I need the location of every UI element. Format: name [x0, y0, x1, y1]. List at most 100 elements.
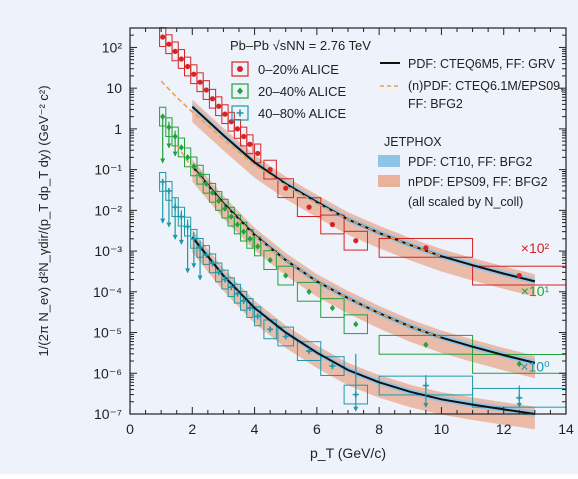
y-tick-label: 10⁻² — [94, 202, 122, 218]
upper-limit-arrowhead — [166, 143, 172, 149]
pdf-curve — [191, 236, 536, 415]
legend-data-label: 0–20% ALICE — [258, 62, 339, 77]
data-point — [228, 284, 235, 291]
data-point — [178, 144, 184, 151]
data-point — [215, 269, 222, 276]
scale-label: ×10¹ — [521, 283, 550, 299]
systematic-box — [320, 356, 345, 376]
systematic-box — [320, 298, 345, 318]
y-tick-label: 10 — [106, 80, 122, 96]
data-point — [209, 260, 216, 267]
scale-label: ×10⁰ — [520, 359, 550, 375]
y-tick-label: 10⁻³ — [94, 243, 122, 259]
systematic-box — [320, 214, 345, 235]
data-point — [197, 171, 203, 178]
data-point — [255, 243, 261, 250]
theory-bands — [192, 99, 535, 430]
legend-marker-box — [231, 105, 249, 121]
data-point — [267, 167, 273, 173]
legend-marker — [237, 66, 243, 72]
legend-marker — [237, 87, 243, 95]
data-point — [306, 288, 312, 296]
axes: 0 2 4 6 8 10 12 14 10² 10 1 10⁻¹ 10⁻² 10⁻³ 10⁻⁴ 10⁻⁵ 10⁻… — [36, 27, 574, 461]
data-point — [247, 235, 253, 243]
npdf-band — [192, 99, 535, 297]
data-point — [283, 185, 289, 191]
data-point — [267, 256, 273, 264]
upper-limit-arrowhead — [353, 406, 359, 412]
system-label: Pb–Pb √sNN = 2.76 TeV — [230, 38, 371, 53]
x-tick-label: 8 — [375, 421, 383, 437]
data-point — [222, 205, 228, 212]
legend-marker-box — [231, 61, 249, 77]
x-tick-label: 2 — [188, 421, 196, 437]
legend-band-ct10 — [378, 155, 400, 167]
systematic-box — [277, 265, 294, 286]
systematic-box — [378, 334, 474, 355]
y-tick-label: 10⁻⁵ — [93, 325, 122, 341]
data-point — [241, 133, 247, 140]
data-point — [282, 333, 289, 340]
systematic-box — [246, 134, 254, 155]
systematic-box — [246, 298, 254, 318]
legend-theory-label: FF: BFG2 — [408, 97, 463, 111]
systematic-box — [254, 143, 262, 164]
data-point — [228, 213, 234, 220]
data-point — [240, 297, 247, 304]
data-point — [254, 313, 261, 320]
data-point — [516, 360, 522, 368]
upper-limit-arrowhead — [197, 275, 203, 281]
x-tick-label: 6 — [313, 421, 321, 437]
data-point — [185, 154, 191, 161]
x-axis-label: p_T (GeV/c) — [310, 445, 386, 461]
systematic-box — [378, 237, 474, 258]
data-point — [234, 126, 241, 132]
jetphox-label: JETPHOX — [384, 135, 442, 149]
upper-limit-arrowhead — [191, 263, 197, 269]
systematic-box — [263, 250, 277, 271]
data-point — [423, 245, 429, 251]
systematic-box — [296, 341, 322, 361]
x-tick-label: 14 — [558, 421, 574, 437]
data-point — [353, 321, 359, 328]
data-point — [241, 228, 247, 235]
data-points — [159, 34, 523, 412]
systematic-box — [254, 306, 262, 327]
data-point — [160, 113, 166, 120]
data-point — [203, 87, 209, 93]
data-point — [185, 63, 191, 70]
npdf-dashed-curve — [176, 144, 442, 339]
legend-theory-label: (n)PDF: CTEQ6.1M/EPS09, — [408, 79, 564, 93]
y-tick-label: 10⁻⁴ — [93, 284, 122, 300]
upper-limit-arrowhead — [185, 268, 191, 274]
data-point — [516, 273, 522, 279]
data-point — [166, 41, 172, 47]
ct10-band — [192, 103, 535, 285]
systematic-box — [343, 230, 368, 251]
data-point — [247, 141, 253, 147]
data-point — [172, 48, 178, 54]
x-tick-label: 0 — [126, 421, 134, 437]
data-point — [209, 96, 216, 102]
systematic-box — [343, 314, 368, 335]
y-tick-label: 10⁻⁷ — [94, 406, 122, 422]
upper-limit-arrowhead — [172, 151, 178, 157]
data-point — [191, 71, 197, 77]
upper-limit-arrowhead — [516, 402, 522, 408]
legend-data-label: 40–80% ALICE — [258, 106, 347, 121]
annotations: ×10² ×10¹ ×10⁰ — [520, 240, 550, 375]
y-tick-label: 10² — [102, 39, 123, 55]
data-point — [234, 221, 241, 228]
legend-band-npdf — [378, 175, 400, 187]
npdf-dashed-curve — [160, 80, 442, 257]
data-point — [267, 326, 274, 333]
upper-limit-arrowhead — [166, 222, 172, 228]
data-point — [197, 79, 203, 85]
data-point — [222, 111, 228, 117]
data-point — [246, 305, 253, 312]
data-point — [216, 103, 222, 109]
data-point — [221, 276, 228, 283]
legend-marker-box — [231, 83, 249, 99]
